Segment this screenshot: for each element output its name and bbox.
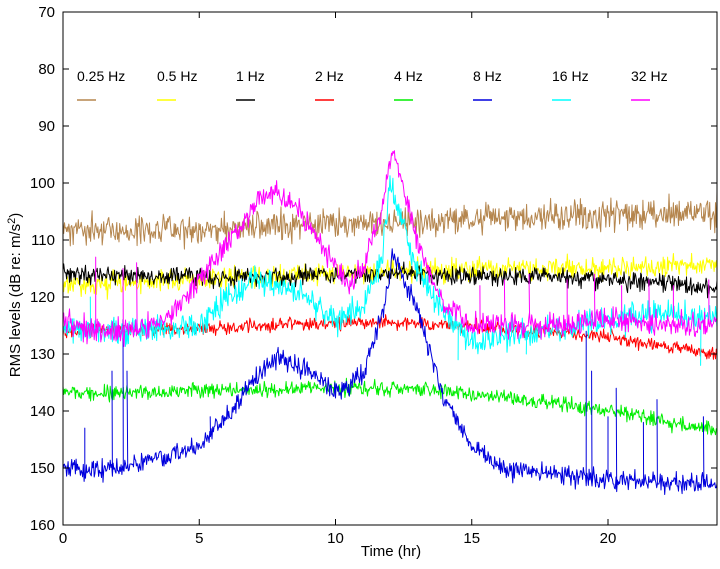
legend-label: 8 Hz (473, 68, 502, 84)
legend-label: 32 Hz (631, 68, 668, 84)
series-line-2-hz-hz (62, 314, 718, 360)
x-tick-label: 15 (463, 530, 480, 547)
x-tick-label: 0 (59, 530, 67, 547)
y-tick-label: 120 (30, 289, 55, 306)
y-tick-label: 100 (30, 175, 55, 192)
legend-label: 16 Hz (552, 68, 589, 84)
axes: 0 5 10 15 20 70 80 90 100 110 120 130 140 150 160 (30, 4, 718, 547)
legend-label: 1 Hz (236, 68, 265, 84)
legend: 0.25 Hz 0.5 Hz 1 Hz 2 Hz 4 Hz 8 Hz 16 Hz 32 Hz (77, 68, 668, 101)
y-tick-label: 150 (30, 460, 55, 477)
y-tick-label: 110 (31, 232, 55, 249)
legend-label: 2 Hz (315, 68, 344, 84)
y-tick-label: 160 (30, 517, 55, 534)
series-line-8-hz-hz (62, 248, 718, 495)
x-axis-label: Time (hr) (361, 543, 421, 560)
y-tick-label: 80 (38, 61, 55, 78)
x-tick-label: 5 (195, 530, 203, 547)
legend-label: 4 Hz (394, 68, 423, 84)
y-tick-label: 70 (38, 4, 55, 21)
series-layer (62, 150, 718, 495)
y-tick-label: 130 (30, 346, 55, 363)
legend-label: 0.25 Hz (77, 68, 125, 84)
legend-label: 0.5 Hz (157, 68, 197, 84)
x-tick-label: 10 (327, 530, 344, 547)
x-tick-label: 20 (600, 530, 617, 547)
series-line-0-25-hz-hz (62, 191, 718, 250)
series-line-16-hz-hz (62, 175, 718, 366)
plot-frame (62, 11, 718, 526)
series-line-32-hz-hz (62, 150, 718, 347)
y-tick-label: 140 (30, 403, 55, 420)
y-axis-label: RMS levels (dB re: m/s2) (6, 213, 24, 378)
series-line-4-hz-hz (62, 377, 718, 436)
y-tick-label: 90 (38, 118, 55, 135)
